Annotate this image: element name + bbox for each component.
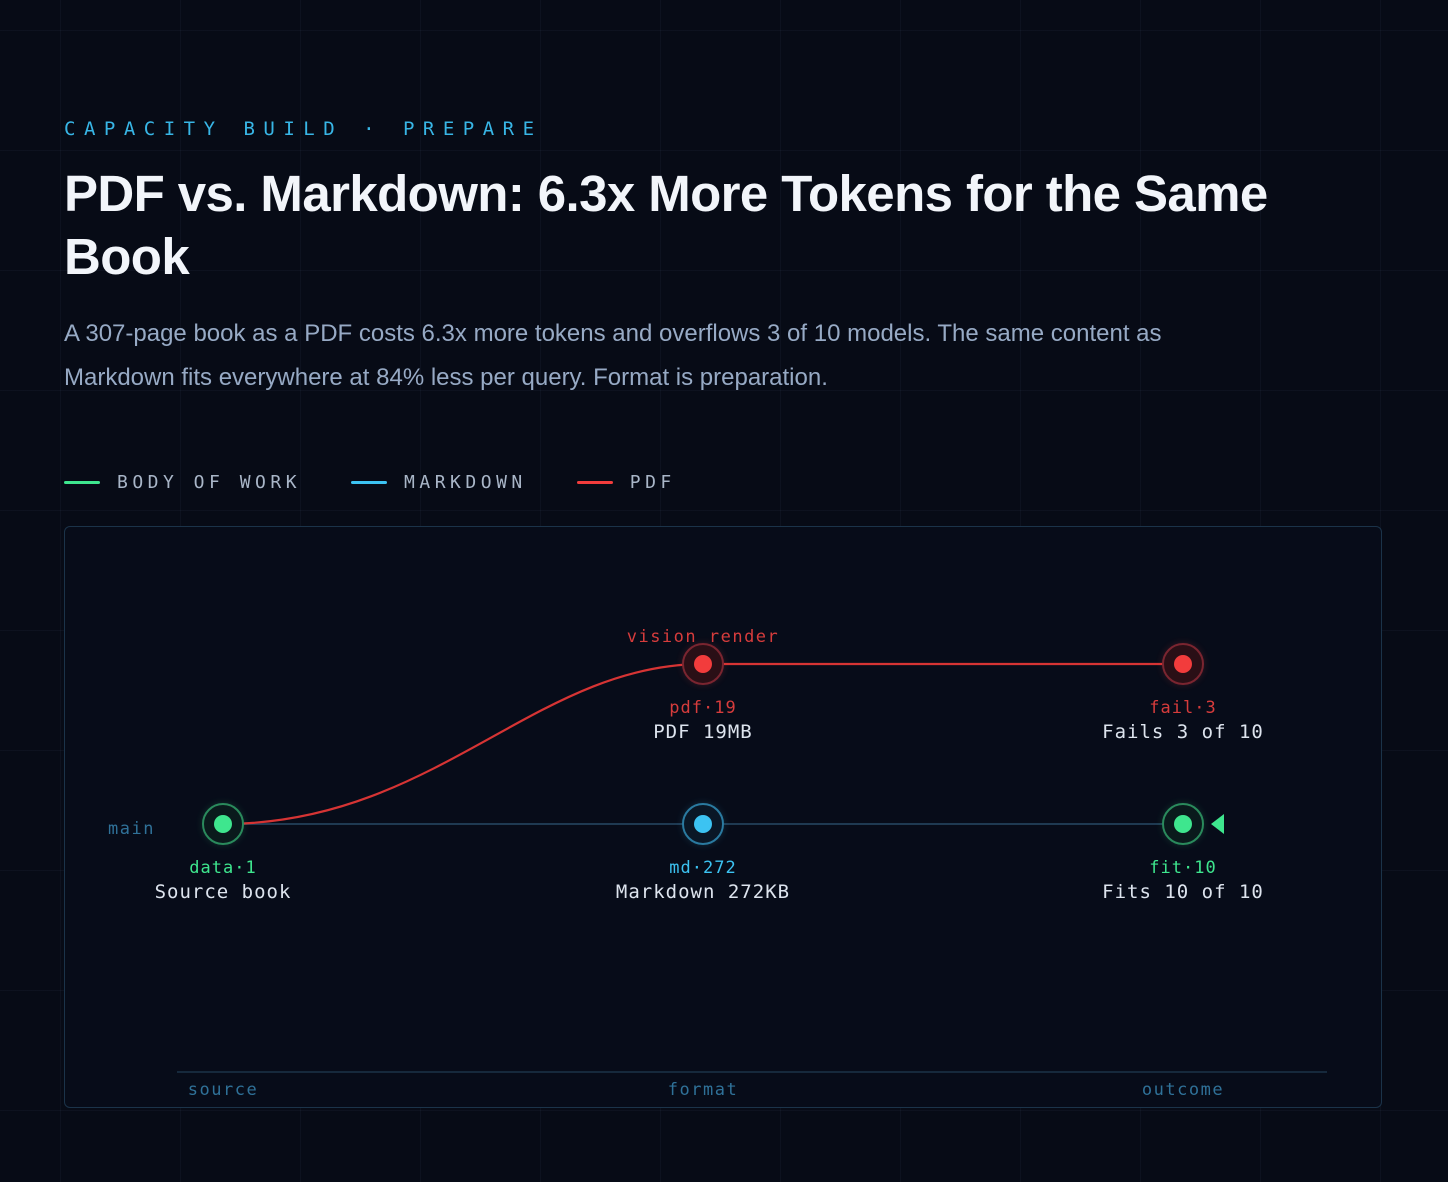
legend-swatch-body-of-work — [64, 481, 100, 484]
main-label: main — [108, 819, 155, 839]
node-fails[interactable]: fail·3 Fails 3 of 10 — [1102, 644, 1264, 743]
column-label-source: source — [188, 1080, 258, 1100]
node-tag: data·1 — [189, 858, 256, 878]
page-title: PDF vs. Markdown: 6.3x More Tokens for t… — [64, 162, 1324, 288]
head-marker-icon — [1211, 814, 1224, 834]
node-dot — [694, 815, 712, 833]
legend: BODY OF WORK MARKDOWN PDF — [64, 472, 726, 493]
legend-label-pdf: PDF — [630, 472, 676, 493]
node-pdf[interactable]: pdf·19 PDF 19MB — [653, 644, 753, 743]
node-tag: md·272 — [669, 858, 736, 878]
node-tag: pdf·19 — [669, 698, 736, 718]
node-dot — [1174, 815, 1192, 833]
legend-item-pdf: PDF — [577, 472, 676, 493]
page-subtitle: A 307-page book as a PDF costs 6.3x more… — [64, 312, 1174, 400]
node-source-book[interactable]: data·1 Source book — [155, 804, 292, 903]
node-tag: fit·10 — [1149, 858, 1216, 878]
node-dot — [1174, 655, 1192, 673]
node-label: Fits 10 of 10 — [1102, 881, 1264, 903]
node-label: Source book — [155, 881, 292, 903]
node-fits[interactable]: fit·10 Fits 10 of 10 — [1102, 804, 1264, 903]
node-label: Fails 3 of 10 — [1102, 721, 1264, 743]
node-markdown[interactable]: md·272 Markdown 272KB — [616, 804, 790, 903]
node-label: PDF 19MB — [653, 721, 753, 743]
legend-item-body-of-work: BODY OF WORK — [64, 472, 301, 493]
legend-item-markdown: MARKDOWN — [351, 472, 527, 493]
node-dot — [694, 655, 712, 673]
diagram-panel: main vision render data·1 Source book md… — [64, 526, 1382, 1108]
pdf-branch-line — [223, 664, 1183, 824]
column-label-format: format — [668, 1080, 738, 1100]
legend-swatch-pdf — [577, 481, 613, 484]
node-dot — [214, 815, 232, 833]
legend-label-body-of-work: BODY OF WORK — [117, 472, 301, 493]
node-tag: fail·3 — [1149, 698, 1216, 718]
branch-diagram: main vision render data·1 Source book md… — [65, 527, 1383, 1109]
kicker: CAPACITY BUILD · PREPARE — [64, 118, 543, 140]
legend-swatch-markdown — [351, 481, 387, 484]
legend-label-markdown: MARKDOWN — [404, 472, 527, 493]
node-label: Markdown 272KB — [616, 881, 790, 903]
column-label-outcome: outcome — [1142, 1080, 1224, 1100]
